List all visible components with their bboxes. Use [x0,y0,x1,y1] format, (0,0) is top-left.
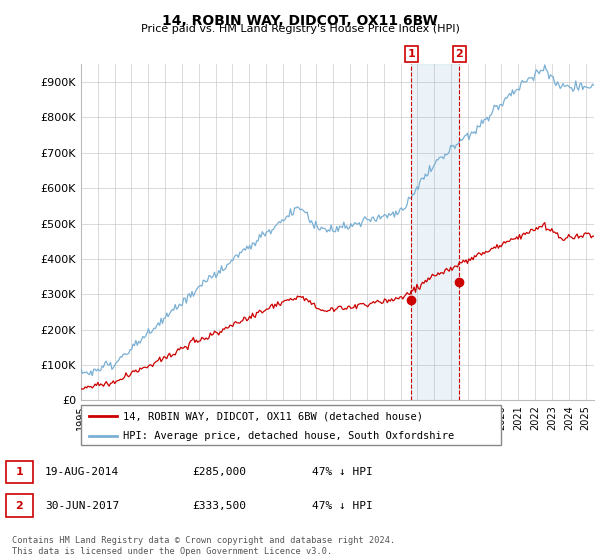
Text: Contains HM Land Registry data © Crown copyright and database right 2024.
This d: Contains HM Land Registry data © Crown c… [12,536,395,556]
Text: £285,000: £285,000 [192,467,246,477]
Text: 1: 1 [407,49,415,59]
Text: 30-JUN-2017: 30-JUN-2017 [45,501,119,511]
Text: 2: 2 [16,501,23,511]
Text: 14, ROBIN WAY, DIDCOT, OX11 6BW (detached house): 14, ROBIN WAY, DIDCOT, OX11 6BW (detache… [123,411,423,421]
Text: Price paid vs. HM Land Registry's House Price Index (HPI): Price paid vs. HM Land Registry's House … [140,24,460,34]
Text: 1: 1 [16,467,23,477]
Bar [411,64,460,400]
Text: 47% ↓ HPI: 47% ↓ HPI [312,467,373,477]
Text: 14, ROBIN WAY, DIDCOT, OX11 6BW: 14, ROBIN WAY, DIDCOT, OX11 6BW [162,14,438,28]
Text: 2: 2 [455,49,463,59]
FancyBboxPatch shape [81,405,501,445]
Text: £333,500: £333,500 [192,501,246,511]
Text: 47% ↓ HPI: 47% ↓ HPI [312,501,373,511]
Text: HPI: Average price, detached house, South Oxfordshire: HPI: Average price, detached house, Sout… [123,431,454,441]
Text: 19-AUG-2014: 19-AUG-2014 [45,467,119,477]
